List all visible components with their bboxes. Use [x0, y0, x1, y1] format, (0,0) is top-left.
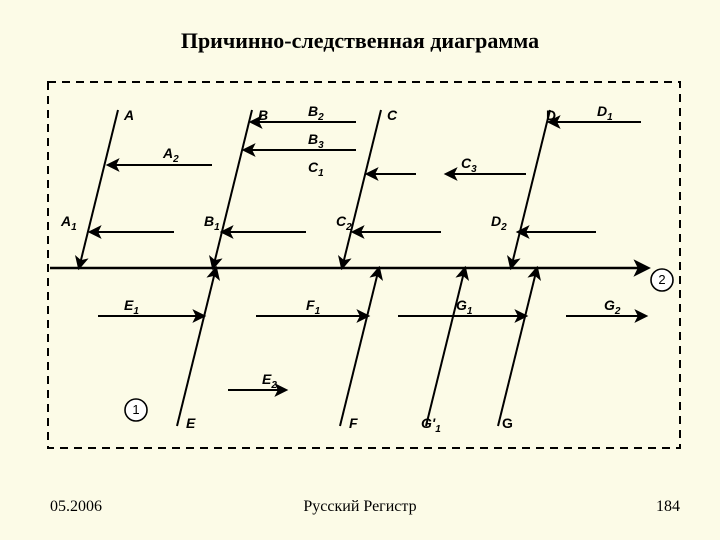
effect-badge-1-text: 1	[132, 402, 139, 417]
bone-e	[177, 268, 216, 426]
label-e2: E2	[262, 371, 277, 391]
bone-c	[342, 110, 381, 268]
label-g2: G2	[604, 297, 621, 317]
label-c1: C1	[308, 159, 324, 179]
label-b3: B3	[308, 131, 324, 151]
bone-d	[511, 110, 550, 268]
label-b2: B2	[308, 103, 324, 123]
label-b: B	[258, 107, 268, 123]
footer-page-number: 184	[656, 498, 680, 516]
label-d2: D2	[491, 213, 507, 233]
footer-org: Русский Регистр	[0, 498, 720, 516]
bone-g1p	[426, 268, 465, 426]
label-e: E	[186, 415, 196, 431]
page-title: Причинно-следственная диаграмма	[0, 28, 720, 54]
bone-g	[498, 268, 537, 426]
label-g1: G1	[456, 297, 473, 317]
label-a: A	[123, 107, 134, 123]
bone-f	[340, 268, 379, 426]
bone-b	[213, 110, 252, 268]
label-d1: D1	[597, 103, 613, 123]
label-g1p: G'1	[421, 415, 441, 435]
label-d: D	[546, 107, 556, 123]
label-f: F	[349, 415, 358, 431]
bone-a	[79, 110, 118, 268]
label-b1: B1	[204, 213, 220, 233]
label-c2: C2	[336, 213, 352, 233]
fishbone-diagram: A B C D A2 B2 B3 C1 C3 D1 A1 B1 C2 D2 E …	[46, 80, 682, 450]
label-a1: A1	[60, 213, 77, 233]
label-e1: E1	[124, 297, 139, 317]
effect-badge-2-text: 2	[658, 272, 665, 287]
label-c: C	[387, 107, 398, 123]
label-f1: F1	[306, 297, 321, 317]
label-g: G	[502, 415, 513, 431]
label-c3: C3	[461, 155, 477, 175]
label-a2: A2	[162, 145, 179, 165]
frame	[48, 82, 680, 448]
